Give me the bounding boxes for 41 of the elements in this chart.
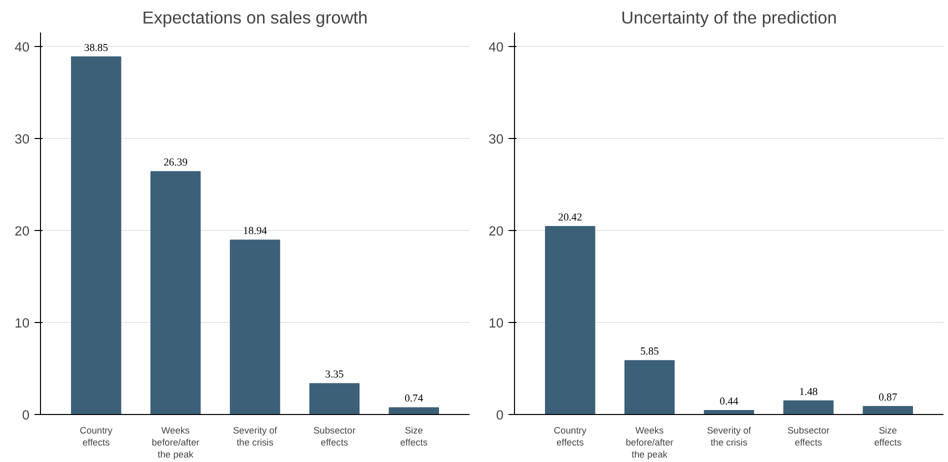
x-tick-label: Severity of the crisis: [706, 426, 752, 448]
bar: [544, 226, 596, 414]
y-tick-label: 40: [14, 39, 30, 54]
bar: [230, 240, 280, 414]
bar: [783, 400, 834, 414]
data-label: 0.87: [878, 392, 898, 404]
y-tick-label: 30: [14, 131, 30, 146]
x-tick-label: Weeks before/after the peak: [626, 426, 674, 460]
x-tick-label: Country effects: [554, 426, 587, 448]
y-tick-label: 10: [488, 315, 504, 330]
bar: [70, 56, 122, 414]
x-tick-label: Subsector effects: [787, 426, 830, 448]
y-tick-label: 0: [496, 408, 504, 422]
y-tick-label: 10: [14, 315, 30, 330]
data-label: 0.74: [404, 394, 424, 405]
x-tick-label: Size effects: [874, 426, 902, 448]
bar: [862, 406, 914, 414]
y-tick-label: 20: [488, 223, 504, 238]
bar: [624, 360, 675, 414]
data-label: 5.85: [640, 346, 659, 358]
y-tick-label: 0: [22, 408, 30, 422]
data-label: 1.48: [799, 386, 818, 398]
chart-title: Expectations on sales growth: [142, 8, 368, 28]
data-label: 0.44: [720, 396, 739, 408]
y-tick-label: 30: [488, 131, 504, 146]
x-tick-label: Severity of the crisis: [232, 426, 278, 448]
bar: [309, 383, 360, 414]
bar: [388, 407, 440, 414]
bar: [150, 171, 201, 414]
data-label: 18.94: [243, 226, 268, 238]
data-label: 20.42: [558, 212, 582, 224]
y-tick-label: 40: [488, 39, 504, 54]
data-label: 3.35: [325, 370, 344, 381]
x-tick-label: Weeks before/after the peak: [152, 426, 200, 460]
data-label: 38.85: [84, 42, 108, 54]
y-tick-label: 20: [14, 223, 30, 238]
x-tick-label: Country effects: [80, 426, 113, 448]
x-tick-label: Size effects: [400, 426, 428, 448]
data-label: 26.39: [164, 158, 188, 169]
chart-title: Uncertainty of the prediction: [621, 8, 837, 28]
x-tick-label: Subsector effects: [313, 426, 356, 448]
